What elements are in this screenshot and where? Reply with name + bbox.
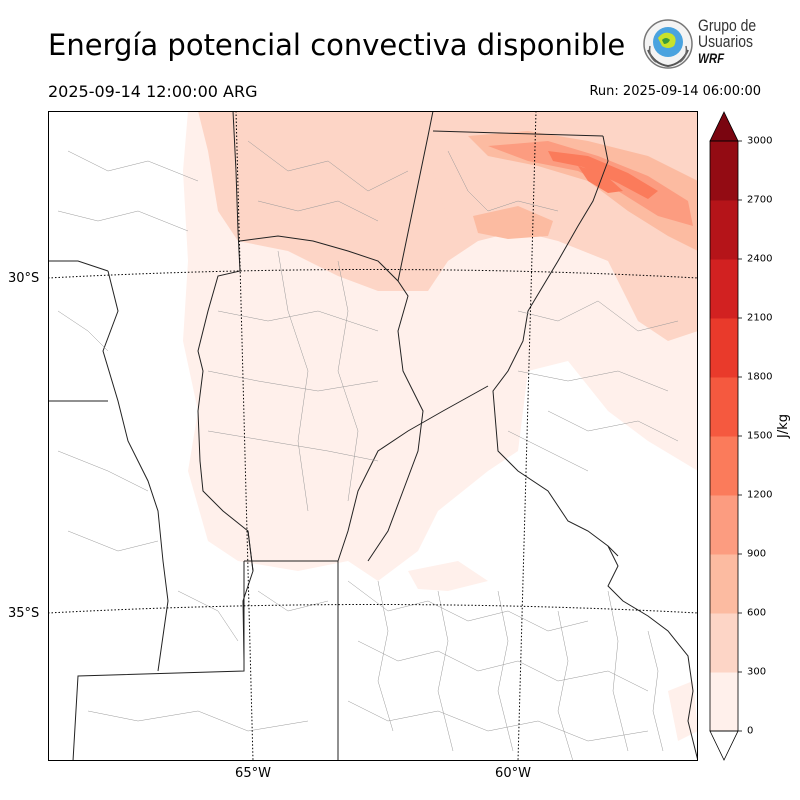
colorbar-tick-label: 300 bbox=[747, 666, 767, 678]
colorbar-tick-label: 600 bbox=[747, 607, 767, 619]
colorbar-band bbox=[710, 613, 738, 673]
province-borders bbox=[48, 111, 619, 761]
logo-line1: Grupo de bbox=[698, 16, 757, 35]
colorbar-tick-label: 3000 bbox=[747, 135, 773, 147]
colorbar-tick-label: 1800 bbox=[747, 371, 773, 383]
valid-time: 2025-09-14 12:00:00 ARG bbox=[48, 82, 258, 101]
globe-emblem-icon bbox=[643, 19, 693, 69]
coastline bbox=[607, 545, 698, 761]
colorbar-under-arrow bbox=[709, 730, 739, 761]
colorbar bbox=[709, 111, 742, 761]
group-logo: Grupo de Usuarios WRF bbox=[640, 16, 770, 76]
cape-band-0-300-d bbox=[668, 681, 698, 741]
logo-text: Grupo de Usuarios WRF bbox=[698, 16, 757, 66]
map-frame bbox=[48, 111, 698, 761]
colorbar-band bbox=[710, 259, 738, 319]
logo-line2: Usuarios bbox=[698, 32, 754, 51]
colorbar-tick-label: 0 bbox=[747, 725, 754, 737]
map-title: Energía potencial convectiva disponible bbox=[48, 28, 626, 62]
colorbar-band bbox=[710, 200, 738, 260]
cape-field bbox=[183, 111, 698, 741]
lon-label-65w: 65°W bbox=[235, 766, 271, 781]
colorbar-unit: J/kg bbox=[776, 414, 791, 438]
graticule bbox=[48, 111, 698, 761]
colorbar-over-arrow bbox=[709, 111, 739, 142]
colorbar-tick-marks bbox=[738, 140, 742, 732]
colorbar-tick-label: 1500 bbox=[747, 430, 773, 442]
cape-band-900-1200 bbox=[488, 141, 693, 226]
colorbar-tick-label: 1200 bbox=[747, 489, 773, 501]
colorbar-tick-label: 2400 bbox=[747, 253, 773, 265]
colorbar-band bbox=[710, 554, 738, 614]
cape-band-0-300-c bbox=[408, 561, 488, 591]
cape-band-600-900 bbox=[468, 131, 698, 251]
colorbar-band bbox=[710, 672, 738, 732]
colorbar-band bbox=[710, 141, 738, 201]
colorbar-band bbox=[710, 495, 738, 555]
cape-band-1200-1500-b bbox=[578, 166, 623, 193]
colorbar-band bbox=[710, 377, 738, 437]
lon-label-60w: 60°W bbox=[495, 766, 531, 781]
run-time: Run: 2025-09-14 06:00:00 bbox=[589, 84, 761, 99]
lat-label-30s: 30°S bbox=[8, 271, 40, 286]
colorbar-bands bbox=[710, 141, 738, 732]
colorbar-tick-label: 2700 bbox=[747, 194, 773, 206]
colorbar-tick-label: 900 bbox=[747, 548, 767, 560]
colorbar-band bbox=[710, 436, 738, 496]
colorbar-tick-label: 2100 bbox=[747, 312, 773, 324]
cape-map bbox=[48, 111, 698, 761]
logo-line3: WRF bbox=[698, 50, 725, 66]
colorbar-band bbox=[710, 318, 738, 378]
lat-label-35s: 35°S bbox=[8, 606, 40, 621]
department-borders bbox=[57, 140, 679, 761]
